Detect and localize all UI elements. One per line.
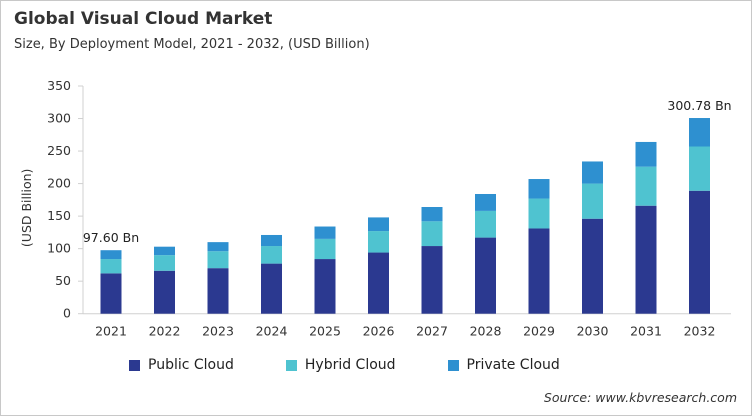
bar-segment-public-cloud xyxy=(154,270,175,314)
legend-swatch xyxy=(285,359,297,371)
bar-segment-hybrid-cloud xyxy=(582,183,603,219)
bar-segment-public-cloud xyxy=(528,228,550,314)
bar-segment-private-cloud xyxy=(475,193,496,211)
legend-item: Private Cloud xyxy=(447,357,560,373)
x-tick-label: 2028 xyxy=(470,324,502,339)
bar-segment-hybrid-cloud xyxy=(314,238,336,260)
y-axis-label: (USD Billion) xyxy=(19,169,34,247)
x-tick-label: 2025 xyxy=(309,324,341,339)
bar-segment-private-cloud xyxy=(154,246,175,256)
x-tick-label: 2032 xyxy=(684,324,716,339)
x-tick-label: 2031 xyxy=(630,324,662,339)
bar-segment-private-cloud xyxy=(635,141,657,167)
data-label: 300.78 Bn xyxy=(667,98,731,113)
data-label: 97.60 Bn xyxy=(83,230,139,245)
bar-segment-private-cloud xyxy=(582,161,603,184)
bar-segment-private-cloud xyxy=(100,250,122,260)
bar-segment-hybrid-cloud xyxy=(635,166,657,206)
bar-segment-hybrid-cloud xyxy=(475,210,496,238)
bar-segment-public-cloud xyxy=(207,268,229,314)
legend-item: Public Cloud xyxy=(129,357,234,373)
legend-swatch xyxy=(447,359,459,371)
bar-segment-hybrid-cloud xyxy=(261,246,282,264)
bar-segment-hybrid-cloud xyxy=(100,259,122,274)
legend-label: Private Cloud xyxy=(466,357,560,373)
x-tick-label: 2021 xyxy=(95,324,127,339)
y-tick-label: 50 xyxy=(55,273,71,288)
bar-segment-private-cloud xyxy=(261,234,282,247)
chart-subtitle: Size, By Deployment Model, 2021 - 2032, … xyxy=(14,37,370,52)
bar-segment-hybrid-cloud xyxy=(154,255,175,271)
bar-segment-hybrid-cloud xyxy=(421,221,443,247)
bar-segment-hybrid-cloud xyxy=(689,146,710,191)
bar-segment-public-cloud xyxy=(635,205,657,314)
x-tick-label: 2026 xyxy=(363,324,395,339)
bar-segment-public-cloud xyxy=(475,237,496,314)
bar-segment-public-cloud xyxy=(261,263,282,314)
bar-segment-public-cloud xyxy=(421,246,443,314)
bar-segment-private-cloud xyxy=(528,179,550,199)
x-tick-label: 2023 xyxy=(202,324,234,339)
bar-segment-private-cloud xyxy=(207,242,229,252)
legend-label: Public Cloud xyxy=(148,357,234,373)
y-tick-label: 300 xyxy=(47,111,71,126)
legend-swatch xyxy=(129,359,140,371)
x-tick-label: 2027 xyxy=(416,324,448,339)
bar-segment-private-cloud xyxy=(689,118,710,147)
y-tick-label: 0 xyxy=(63,306,71,321)
bar-segment-public-cloud xyxy=(689,190,710,314)
chart-title: Global Visual Cloud Market xyxy=(14,9,273,29)
x-tick-label: 2030 xyxy=(577,324,609,339)
y-tick-label: 100 xyxy=(47,241,71,256)
bar-segment-private-cloud xyxy=(314,226,336,239)
y-tick-label: 250 xyxy=(47,143,71,158)
bar-segment-hybrid-cloud xyxy=(368,231,389,253)
source-text: Source: www.kbvresearch.com xyxy=(543,390,737,405)
y-tick-label: 350 xyxy=(47,78,71,93)
y-tick-label: 200 xyxy=(47,176,71,191)
legend-label: Hybrid Cloud xyxy=(304,357,396,373)
bar-segment-hybrid-cloud xyxy=(207,251,229,269)
x-tick-label: 2024 xyxy=(256,324,288,339)
x-tick-label: 2029 xyxy=(523,324,555,339)
bar-segment-public-cloud xyxy=(582,218,603,314)
bar-segment-public-cloud xyxy=(368,252,389,314)
bar-segment-public-cloud xyxy=(100,273,122,314)
bar-segment-hybrid-cloud xyxy=(528,198,550,229)
bar-segment-private-cloud xyxy=(368,217,389,232)
x-tick-label: 2022 xyxy=(149,324,181,339)
legend-item: Hybrid Cloud xyxy=(285,357,396,373)
y-tick-label: 150 xyxy=(47,208,71,223)
bar-segment-private-cloud xyxy=(421,207,443,222)
bar-segment-public-cloud xyxy=(314,259,336,314)
legend: Public Cloud Hybrid Cloud Private Cloud xyxy=(129,357,560,373)
